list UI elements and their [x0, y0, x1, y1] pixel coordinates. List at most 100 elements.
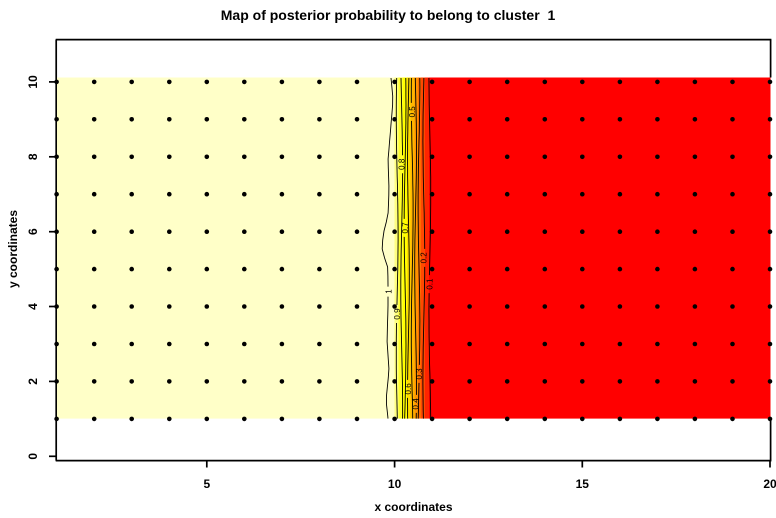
grid-point	[429, 266, 435, 272]
grid-point	[392, 379, 397, 384]
grid-point	[242, 154, 247, 160]
contour-line-0.7	[403, 77, 407, 219]
grid-point	[692, 79, 698, 85]
grid-point	[54, 304, 59, 309]
grid-point	[542, 416, 548, 422]
grid-point	[204, 304, 210, 309]
grid-point	[504, 79, 510, 85]
grid-point	[242, 341, 247, 347]
grid-point	[467, 304, 472, 309]
grid-point	[467, 266, 472, 272]
grid-point	[129, 379, 134, 384]
grid-point	[467, 191, 472, 197]
contour-label: 0.7	[401, 222, 410, 234]
grid-point	[129, 154, 134, 160]
grid-point	[204, 79, 210, 85]
grid-point	[655, 266, 660, 272]
grid-point	[54, 341, 59, 347]
grid-point	[467, 229, 472, 234]
grid-point	[354, 416, 360, 422]
grid-point	[504, 154, 510, 160]
grid-point	[429, 229, 435, 234]
grid-point	[392, 79, 397, 85]
grid-point	[767, 79, 773, 85]
grid-point	[467, 341, 472, 347]
grid-point	[655, 79, 660, 85]
grid-point	[767, 191, 773, 197]
grid-point	[730, 191, 735, 197]
grid-point	[91, 304, 97, 309]
grid-point	[279, 117, 285, 122]
grid-point	[692, 266, 698, 272]
grid-point	[542, 191, 548, 197]
grid-point	[279, 416, 285, 422]
grid-point	[317, 117, 322, 122]
grid-point	[392, 304, 397, 309]
grid-point	[392, 154, 397, 160]
x-tick-label: 15	[576, 477, 590, 491]
grid-point	[317, 379, 322, 384]
grid-point	[467, 154, 472, 160]
grid-point	[580, 379, 585, 384]
contour-line-0.2	[422, 77, 426, 249]
grid-point	[91, 191, 97, 197]
grid-point	[167, 416, 172, 422]
y-tick-label: 0	[26, 453, 40, 460]
grid-point	[617, 416, 623, 422]
grid-point	[204, 154, 210, 160]
grid-point	[542, 341, 548, 347]
grid-point	[354, 229, 360, 234]
grid-point	[617, 379, 623, 384]
grid-point	[429, 154, 435, 160]
grid-point	[692, 191, 698, 197]
grid-point	[542, 379, 548, 384]
grid-point	[730, 416, 735, 422]
grid-point	[617, 191, 623, 197]
grid-point	[580, 266, 585, 272]
grid-point	[91, 154, 97, 160]
contour-line-0.4	[414, 77, 417, 395]
grid-point	[504, 379, 510, 384]
grid-point	[242, 266, 247, 272]
grid-point	[580, 191, 585, 197]
grid-point	[204, 117, 210, 122]
grid-point	[730, 266, 735, 272]
grid-point	[504, 229, 510, 234]
grid-point	[317, 341, 322, 347]
contour-line-0.9	[395, 322, 398, 419]
grid-point	[204, 191, 210, 197]
grid-point	[467, 79, 472, 85]
grid-point	[392, 191, 397, 197]
grid-point	[467, 117, 472, 122]
grid-point	[392, 117, 397, 122]
grid-point	[129, 191, 134, 197]
grid-point	[429, 117, 435, 122]
contour-line-0.6	[407, 77, 410, 380]
grid-point	[655, 341, 660, 347]
grid-point	[204, 416, 210, 422]
grid-point	[167, 304, 172, 309]
grid-point	[730, 154, 735, 160]
grid-point	[617, 229, 623, 234]
grid-point	[655, 154, 660, 160]
grid-point	[617, 117, 623, 122]
grid-point	[580, 117, 585, 122]
grid-point	[580, 304, 585, 309]
x-tick-label: 20	[763, 477, 776, 491]
grid-point	[617, 154, 623, 160]
grid-point	[504, 304, 510, 309]
grid-point	[317, 304, 322, 309]
grid-point	[542, 117, 548, 122]
grid-point	[204, 229, 210, 234]
grid-point	[91, 379, 97, 384]
grid-point	[580, 229, 585, 234]
y-axis-label: y coordinates	[6, 209, 20, 289]
grid-point	[354, 341, 360, 347]
grid-point	[542, 154, 548, 160]
grid-point	[730, 379, 735, 384]
grid-point	[767, 266, 773, 272]
contour-label: 0.9	[393, 308, 402, 320]
contour-line-0.1	[428, 77, 432, 276]
